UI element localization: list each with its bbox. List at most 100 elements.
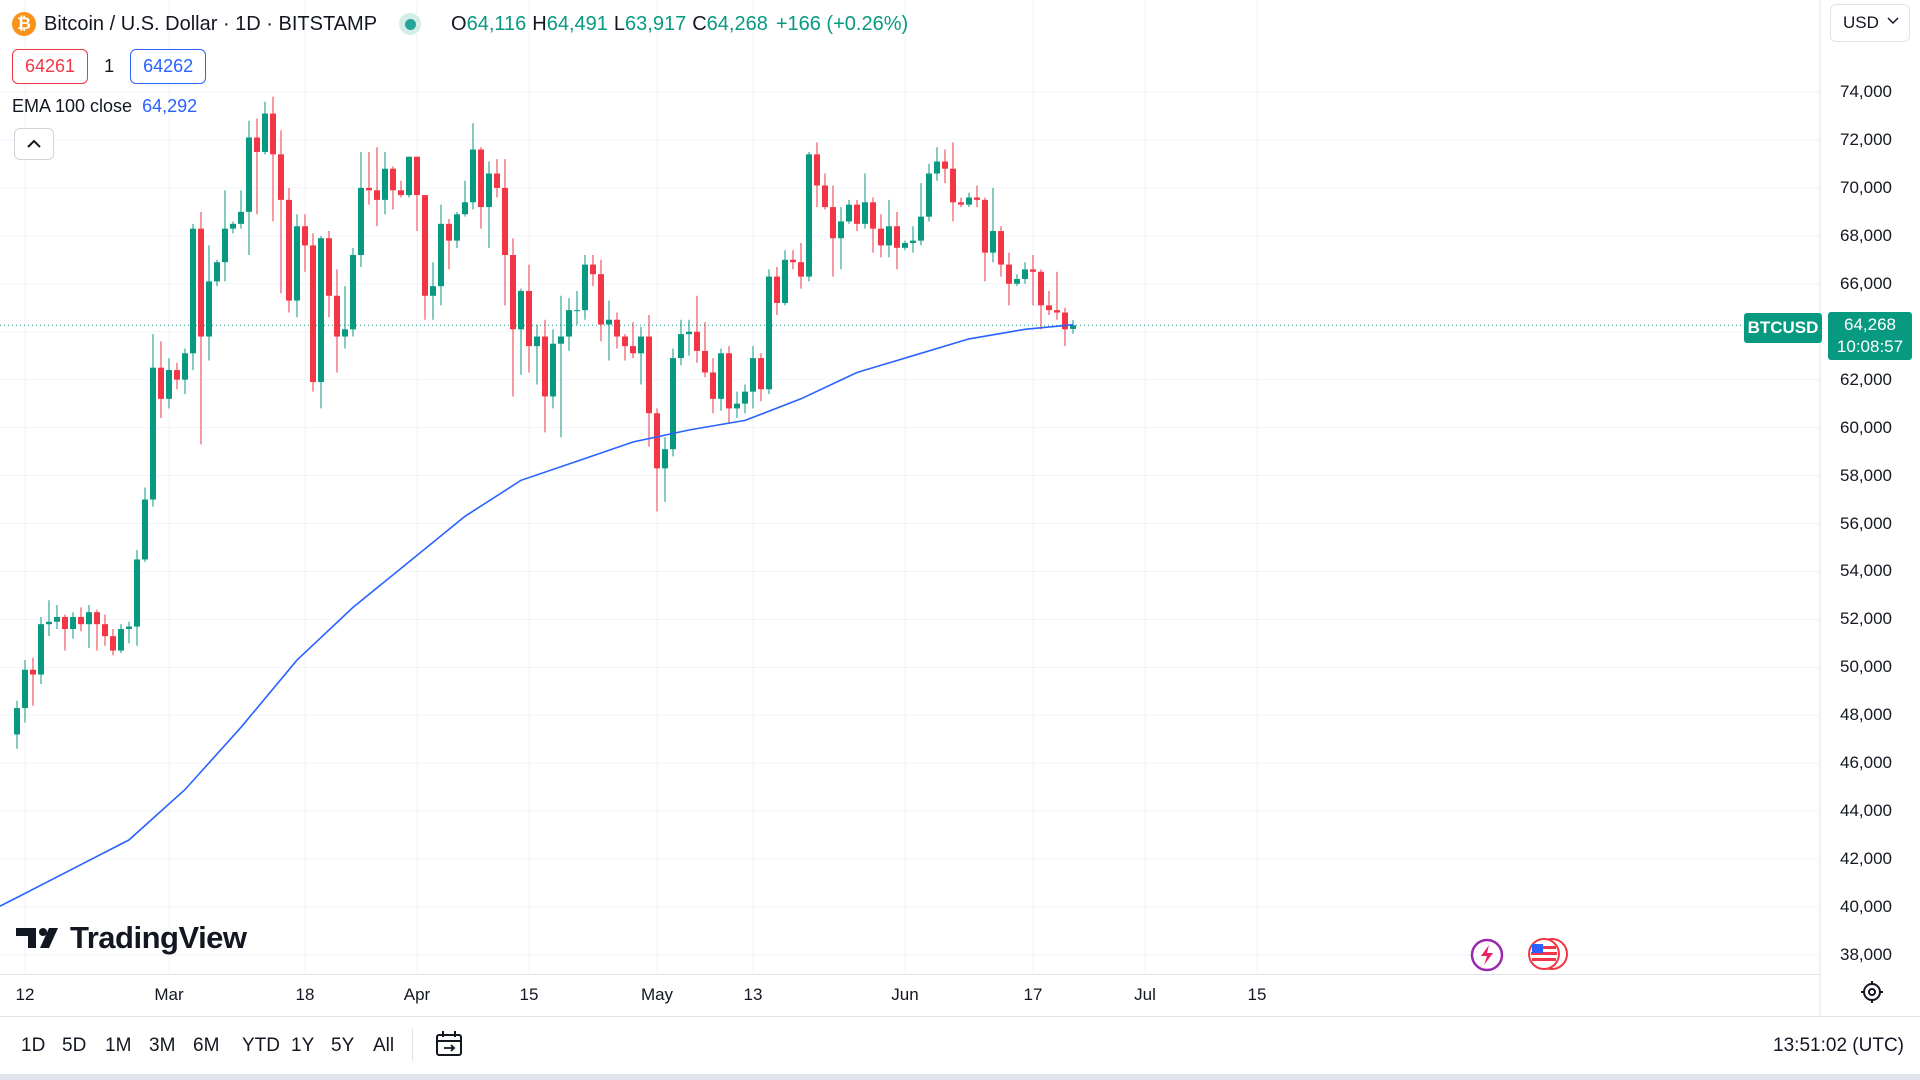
candle-body — [382, 168, 388, 200]
symbol-legend[interactable]: ₿ Bitcoin / U.S. Dollar · 1D · BITSTAMP … — [12, 10, 908, 38]
candle — [758, 353, 764, 402]
candle-body — [86, 612, 92, 625]
timeframe-button-5d[interactable]: 5D — [62, 1035, 87, 1056]
candle — [638, 326, 644, 385]
timeframe-button-1d[interactable]: 1D — [21, 1035, 46, 1056]
indicator-legend[interactable]: EMA 100 close 64,292 — [12, 96, 197, 117]
trade-buttons: 64261 1 64262 — [12, 49, 207, 84]
toolbar-divider — [412, 1029, 413, 1061]
candle-body — [102, 624, 108, 637]
candle-body — [182, 353, 188, 380]
candle — [302, 214, 308, 272]
candle — [694, 295, 700, 363]
collapse-legend-button[interactable] — [14, 128, 54, 160]
buy-price-button[interactable]: 64262 — [130, 49, 207, 84]
timeframe-button-all[interactable]: All — [373, 1035, 395, 1056]
candle — [190, 223, 196, 371]
timeframe-button-1m[interactable]: 1M — [105, 1035, 132, 1056]
candle — [606, 300, 612, 361]
candle — [806, 151, 812, 282]
candle — [294, 214, 300, 318]
time-tick-label: 13 — [743, 985, 763, 1004]
candle — [774, 266, 780, 315]
candle-body — [830, 207, 836, 239]
sell-price-button[interactable]: 64261 — [12, 49, 89, 84]
indicator-name[interactable]: EMA 100 close — [12, 96, 133, 116]
candle-body — [958, 202, 964, 205]
candle — [1014, 274, 1020, 287]
candle — [1038, 269, 1044, 330]
candle — [342, 286, 348, 349]
candle — [558, 295, 564, 438]
candle — [286, 187, 292, 313]
tradingview-logo[interactable]: TradingView — [16, 920, 247, 956]
candle-body — [78, 616, 84, 625]
candle-body — [206, 281, 212, 337]
candle-body — [998, 231, 1004, 265]
candle-body — [454, 214, 460, 241]
high-value: 64,491 — [546, 12, 608, 35]
candle — [1046, 290, 1052, 315]
lightning-event-icon[interactable] — [1470, 938, 1504, 977]
candle-body — [542, 336, 548, 397]
candle — [30, 657, 36, 706]
time-tick-label: 18 — [295, 985, 315, 1004]
candle — [446, 219, 452, 270]
open-value: 64,116 — [466, 12, 527, 35]
price-tick-label: 50,000 — [1840, 657, 1892, 677]
timeframe-button-3m[interactable]: 3M — [149, 1035, 176, 1056]
chevron-down-icon — [1887, 17, 1899, 25]
candle-body — [574, 310, 580, 312]
candle-body — [1014, 278, 1020, 284]
candle — [70, 612, 76, 639]
candle — [958, 197, 964, 208]
timeframe-button-5y[interactable]: 5Y — [331, 1035, 355, 1056]
utc-clock[interactable]: 13:51:02 (UTC) — [1773, 1035, 1904, 1056]
candle-body — [278, 154, 284, 200]
candle-body — [942, 161, 948, 169]
timeframe-button-1y[interactable]: 1Y — [291, 1035, 315, 1056]
us-flag-event-icon[interactable] — [1526, 936, 1570, 977]
candle — [686, 319, 692, 356]
tradingview-logo-icon — [16, 928, 58, 948]
timeframe-button-6m[interactable]: 6M — [193, 1035, 220, 1056]
candle — [974, 185, 980, 208]
candle — [358, 151, 364, 267]
candle — [334, 269, 340, 373]
candle — [718, 348, 724, 411]
candle — [734, 391, 740, 419]
candle — [382, 151, 388, 215]
candle-body — [110, 636, 116, 651]
candle — [510, 238, 516, 397]
candle-body — [174, 370, 180, 380]
candle-body — [470, 149, 476, 203]
price-tick-label: 44,000 — [1840, 801, 1892, 821]
candle-body — [486, 173, 492, 208]
candle — [270, 96, 276, 222]
candle-body — [446, 223, 452, 241]
candle — [502, 159, 508, 306]
candle — [998, 226, 1004, 277]
candle-body — [614, 319, 620, 337]
candle — [814, 142, 820, 208]
symbol-title[interactable]: Bitcoin / U.S. Dollar · 1D · BITSTAMP — [44, 12, 378, 35]
candle — [990, 187, 996, 263]
calendar-range-icon[interactable] — [434, 1029, 464, 1064]
currency-selector[interactable]: USD — [1830, 4, 1910, 42]
candle — [878, 214, 884, 258]
candle-body — [518, 290, 524, 330]
timeframe-button-ytd[interactable]: YTD — [242, 1035, 280, 1056]
candle — [62, 614, 68, 651]
chevron-up-icon — [27, 139, 41, 148]
candle-body — [662, 449, 668, 469]
settings-icon[interactable] — [1860, 980, 1884, 1009]
candle-body — [838, 221, 844, 239]
candle — [86, 605, 92, 649]
price-tick-label: 68,000 — [1840, 225, 1892, 245]
candle-body — [254, 137, 260, 152]
candle — [526, 264, 532, 373]
candle-body — [126, 626, 132, 629]
time-axis[interactable]: 12 Mar 18 Apr 15 May 13 Jun 17 Jul 15 — [0, 974, 1820, 1015]
candle — [630, 322, 636, 359]
